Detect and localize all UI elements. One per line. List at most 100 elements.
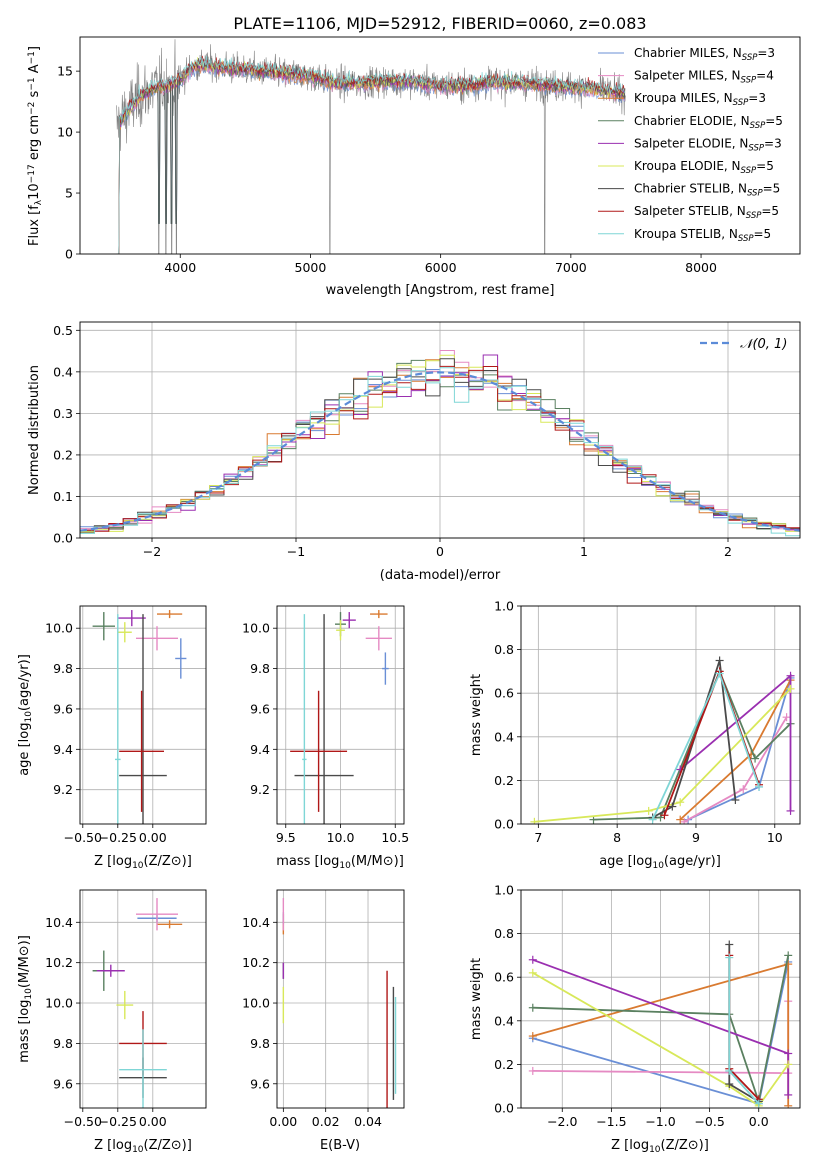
- y-tick-label: 10.0: [242, 996, 270, 1011]
- panel-mass_vs_ebv: 0.00 0.02 0.04 9.6 9.8 10.0 10.2 10.4 E(B-V): [242, 889, 405, 1153]
- x-tick-label: 8: [613, 830, 621, 845]
- axes-frame: [79, 321, 801, 539]
- figure-title: PLATE=1106, MJD=52912, FIBERID=0060, z=0…: [233, 14, 646, 33]
- y-tick-label: 9.6: [53, 1076, 73, 1091]
- x-tick-label: −0.25: [99, 830, 137, 845]
- x-tick-label: 7000: [555, 260, 587, 275]
- panel-mass_vs_Z: −0.50−0.25 0.00 9.6 9.8 10.0 10.2 10.4 Z [log10…: [17, 889, 207, 1155]
- x-tick-label: 0.0: [749, 1114, 769, 1129]
- x-axis-label: (data-model)/error: [380, 568, 501, 583]
- panel-mw_vs_age: 7 8 9 10 0.0 0.2 0.4 0.6 0.8 1.0 age [log10(age/yr…: [469, 599, 801, 871]
- y-tick-label: 0: [65, 247, 73, 262]
- x-tick-label: 4000: [164, 260, 196, 275]
- x-axis-label: E(B-V): [320, 1138, 360, 1153]
- y-tick-label: 0.8: [494, 642, 514, 657]
- y-tick-label: 0.0: [53, 531, 73, 546]
- y-tick-label: 0.2: [53, 447, 73, 462]
- y-tick-label: 1.0: [494, 883, 514, 898]
- y-tick-label: 15: [57, 64, 73, 79]
- x-tick-label: 0.04: [354, 1114, 382, 1129]
- y-tick-label: 9.2: [53, 782, 73, 797]
- x-tick-label: 2: [724, 544, 732, 559]
- plot-area: [80, 350, 800, 537]
- normal-curve: [80, 371, 800, 532]
- x-tick-label: 9.5: [276, 830, 296, 845]
- x-tick-label: −2: [143, 544, 161, 559]
- x-tick-label: 7: [534, 830, 542, 845]
- series-line: [532, 972, 789, 1108]
- y-tick-label: 0.2: [494, 1057, 514, 1072]
- y-tick-label: 0.5: [53, 323, 73, 338]
- x-axis-label: Z [log10(Z/Z⊙)]: [94, 854, 192, 871]
- x-tick-label: 0: [436, 544, 444, 559]
- axes-frame: [276, 605, 405, 825]
- x-axis-label: age [log10(age/yr)]: [599, 854, 721, 871]
- y-tick-label: 9.6: [53, 701, 73, 716]
- x-tick-label: 5000: [295, 260, 327, 275]
- y-axis-label: age [log10(age/yr)]: [17, 654, 34, 776]
- x-axis-label: mass [log10(M/M⊙)]: [276, 854, 404, 871]
- y-axis-label: Normed distribution: [27, 365, 42, 495]
- plot-area: [530, 656, 795, 824]
- x-axis-label: wavelength [Angstrom, rest frame]: [326, 283, 555, 298]
- histogram-series: [80, 367, 800, 537]
- y-tick-label: 0.0: [494, 1101, 514, 1116]
- y-tick-label: 9.2: [250, 782, 270, 797]
- legend-entry: Salpeter MILES, NSSP=4: [634, 69, 774, 86]
- y-tick-label: 10: [57, 125, 73, 140]
- x-tick-label: 0.00: [139, 830, 167, 845]
- y-tick-label: 9.4: [53, 742, 73, 757]
- x-tick-label: 0.00: [269, 1114, 297, 1129]
- plot-area: [290, 610, 392, 824]
- x-tick-label: −1.0: [645, 1114, 675, 1129]
- x-tick-label: 9: [692, 830, 700, 845]
- x-tick-label: −0.50: [64, 1114, 102, 1129]
- y-tick-label: 0.6: [494, 686, 514, 701]
- axes-frame: [79, 36, 801, 255]
- y-tick-label: 10.2: [242, 955, 270, 970]
- x-tick-label: 6000: [425, 260, 457, 275]
- x-tick-label: −0.5: [694, 1114, 724, 1129]
- y-tick-label: 1.0: [494, 599, 514, 614]
- legend-entry: 𝒩(0, 1): [740, 337, 787, 352]
- axes-frame: [79, 889, 207, 1109]
- panel-age_vs_Z: −0.50−0.25 0.00 9.2 9.4 9.6 9.8 10.0 Z [log10(Z…: [17, 605, 207, 871]
- legend-entry: Chabrier MILES, NSSP=3: [634, 46, 775, 63]
- y-tick-label: 5: [65, 186, 73, 201]
- y-tick-label: 9.8: [53, 661, 73, 676]
- x-tick-label: −1: [287, 544, 305, 559]
- y-tick-label: 9.8: [53, 1036, 73, 1051]
- series-line: [532, 955, 790, 1105]
- x-tick-label: 8000: [685, 260, 717, 275]
- plot-area: [92, 610, 187, 824]
- legend-entry: Chabrier ELODIE, NSSP=5: [634, 114, 783, 131]
- series-line: [679, 673, 792, 811]
- legend-entry: Salpeter STELIB, NSSP=5: [634, 204, 779, 221]
- plot-area: [528, 940, 793, 1108]
- y-tick-label: 9.8: [250, 661, 270, 676]
- x-tick-label: −0.25: [99, 1114, 137, 1129]
- y-tick-label: 0.0: [494, 817, 514, 832]
- legend-entry: Chabrier STELIB, NSSP=5: [634, 182, 780, 199]
- panel-age_vs_mass: 9.5 10.0 10.5 9.2 9.4 9.6 9.8 10.0 mass [log10(M…: [242, 605, 409, 871]
- y-tick-label: 10.0: [242, 621, 270, 636]
- legend-entry: Kroupa STELIB, NSSP=5: [634, 227, 771, 244]
- y-tick-label: 9.6: [250, 1076, 270, 1091]
- plot-area: [92, 898, 183, 1108]
- panel-mw_vs_Z: −2.0 −1.5 −1.0 −0.5 0.0 0.0 0.2 0.4 0.6 0.8 1.0 Z […: [469, 883, 801, 1155]
- legend-entry: Kroupa ELODIE, NSSP=5: [634, 159, 774, 176]
- y-tick-label: 9.6: [250, 701, 270, 716]
- x-tick-label: −2.0: [547, 1114, 577, 1129]
- plot-area: [282, 898, 397, 1108]
- x-axis-label: Z [log10(Z/Z⊙)]: [94, 1138, 192, 1155]
- x-axis-label: Z [log10(Z/Z⊙)]: [611, 1138, 709, 1155]
- histogram-series: [80, 354, 800, 533]
- panel-residuals: −2 −1 0 1 2 0.0 0.1 0.2 0.3 0.4 0.5 𝒩(0, 1) (data-mo…: [27, 321, 801, 583]
- x-tick-label: 1: [580, 544, 588, 559]
- y-axis-label: mass weight: [469, 958, 484, 1040]
- y-axis-label: mass [log10(M/M⊙)]: [17, 935, 34, 1063]
- y-tick-label: 0.6: [494, 970, 514, 985]
- y-tick-label: 10.2: [45, 955, 73, 970]
- y-tick-label: 0.4: [53, 364, 73, 379]
